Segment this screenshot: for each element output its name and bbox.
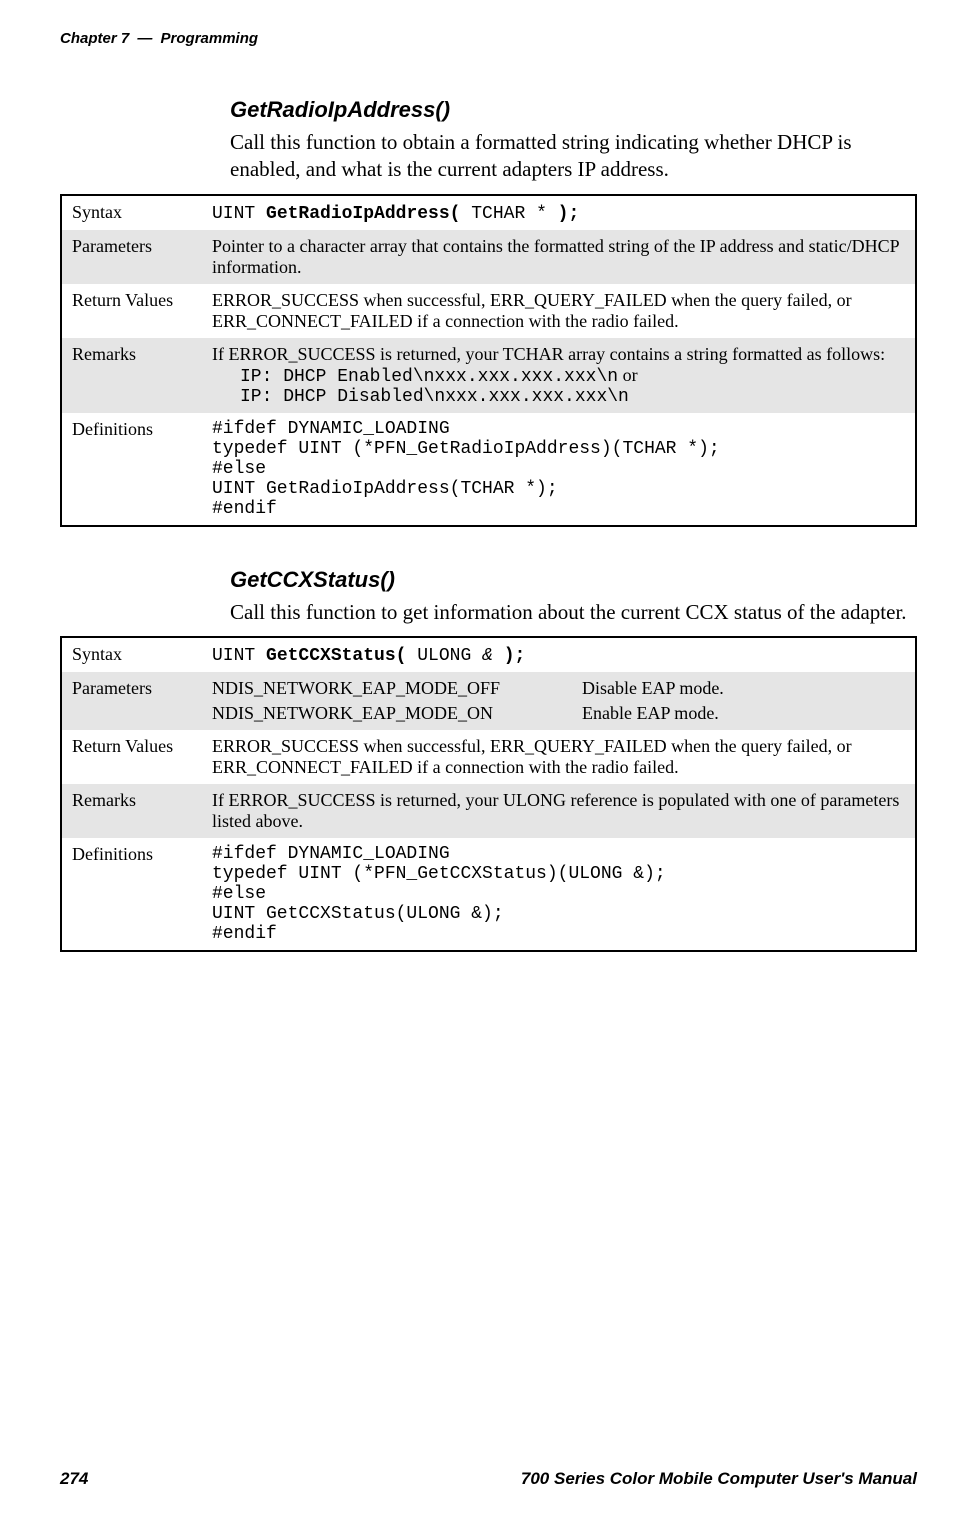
chapter-label: Chapter 7: [60, 30, 129, 47]
row-value-return: ERROR_SUCCESS when successful, ERR_QUERY…: [202, 730, 916, 784]
api-table-getradioipaddress: Syntax UINT GetRadioIpAddress( TCHAR * )…: [60, 194, 917, 527]
row-label-definitions: Definitions: [61, 838, 202, 951]
row-value-return: ERROR_SUCCESS when successful, ERR_QUERY…: [202, 284, 916, 338]
remarks-or: or: [618, 365, 638, 385]
param-desc-1: Disable EAP mode.: [582, 678, 724, 699]
row-value-parameters: NDIS_NETWORK_EAP_MODE_OFF Disable EAP mo…: [202, 672, 916, 730]
syntax-func-open: GetRadioIpAddress(: [266, 204, 460, 224]
row-value-parameters: Pointer to a character array that contai…: [202, 230, 916, 284]
row-label-parameters: Parameters: [61, 230, 202, 284]
param-desc-2: Enable EAP mode.: [582, 703, 719, 724]
syntax-args: TCHAR *: [460, 204, 557, 224]
syntax-func-open: GetCCXStatus(: [266, 646, 406, 666]
syntax-amp: &: [482, 646, 493, 666]
manual-title: 700 Series Color Mobile Computer User's …: [521, 1469, 917, 1489]
param-name-1: NDIS_NETWORK_EAP_MODE_OFF: [212, 678, 582, 699]
row-value-definitions: #ifdef DYNAMIC_LOADING typedef UINT (*PF…: [202, 838, 916, 951]
row-label-syntax: Syntax: [61, 637, 202, 672]
syntax-func-close: );: [558, 204, 580, 224]
api-table-getccxstatus: Syntax UINT GetCCXStatus( ULONG & ); Par…: [60, 636, 917, 952]
row-label-remarks: Remarks: [61, 784, 202, 838]
page-footer: 274 700 Series Color Mobile Computer Use…: [60, 1469, 917, 1489]
row-value-syntax: UINT GetRadioIpAddress( TCHAR * );: [202, 195, 916, 230]
page-header: Chapter 7 — Programming: [60, 30, 917, 47]
definitions-code: #ifdef DYNAMIC_LOADING typedef UINT (*PF…: [212, 844, 905, 944]
header-dash: —: [137, 30, 152, 47]
section-desc-getccxstatus: Call this function to get information ab…: [230, 599, 917, 626]
syntax-args: ULONG: [406, 646, 482, 666]
row-label-remarks: Remarks: [61, 338, 202, 413]
remarks-code-line2: IP: DHCP Disabled\nxxx.xxx.xxx.xxx\n: [240, 387, 905, 407]
row-value-syntax: UINT GetCCXStatus( ULONG & );: [202, 637, 916, 672]
row-label-parameters: Parameters: [61, 672, 202, 730]
row-value-remarks: If ERROR_SUCCESS is returned, your TCHAR…: [202, 338, 916, 413]
row-label-return: Return Values: [61, 284, 202, 338]
row-label-return: Return Values: [61, 730, 202, 784]
row-value-definitions: #ifdef DYNAMIC_LOADING typedef UINT (*PF…: [202, 413, 916, 526]
syntax-prefix: UINT: [212, 646, 266, 666]
chapter-title: Programming: [161, 30, 259, 47]
definitions-code: #ifdef DYNAMIC_LOADING typedef UINT (*PF…: [212, 419, 905, 519]
row-label-syntax: Syntax: [61, 195, 202, 230]
syntax-func-close: );: [504, 646, 526, 666]
syntax-space: [493, 646, 504, 666]
section-title-getccxstatus: GetCCXStatus(): [230, 567, 917, 593]
page-number: 274: [60, 1469, 88, 1489]
row-label-definitions: Definitions: [61, 413, 202, 526]
section-title-getradioipaddress: GetRadioIpAddress(): [230, 97, 917, 123]
remarks-lead: If ERROR_SUCCESS is returned, your TCHAR…: [212, 344, 905, 365]
section-desc-getradioipaddress: Call this function to obtain a formatted…: [230, 129, 917, 184]
param-name-2: NDIS_NETWORK_EAP_MODE_ON: [212, 703, 582, 724]
row-value-remarks: If ERROR_SUCCESS is returned, your ULONG…: [202, 784, 916, 838]
syntax-prefix: UINT: [212, 204, 266, 224]
remarks-code-line1: IP: DHCP Enabled\nxxx.xxx.xxx.xxx\n: [240, 367, 618, 387]
